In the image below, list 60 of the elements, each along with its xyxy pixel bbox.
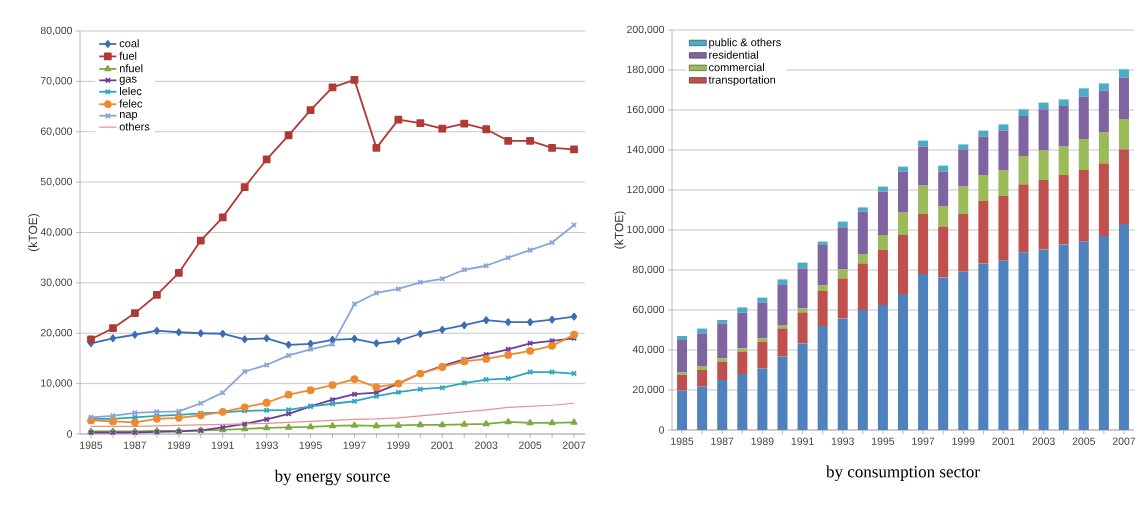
legend-label: transportation <box>708 75 776 86</box>
x-tick-label: 2003 <box>1032 437 1055 445</box>
y-tick-label: 100,000 <box>627 225 665 235</box>
y-tick-label: 30,000 <box>40 278 73 288</box>
x-tick-label: 1987 <box>124 441 147 449</box>
legend-label: commercial <box>709 63 765 72</box>
y-tick-label: 70,000 <box>40 77 73 86</box>
text: by consumption sector <box>826 465 980 481</box>
legend-label: nfuel <box>119 64 143 73</box>
x-tick-label: 1985 <box>80 441 103 449</box>
text: by energy source <box>274 469 390 486</box>
legend-label: coal <box>119 39 139 48</box>
x-tick-label: 2001 <box>992 437 1015 445</box>
x-tick-label: 1993 <box>255 441 278 449</box>
y-tick-label: 80,000 <box>632 265 665 275</box>
y-tick-label: 60,000 <box>632 305 665 315</box>
y-axis-title: (kTOE) <box>28 214 40 251</box>
legend-label: residential <box>709 50 758 59</box>
legend-label: public & others <box>709 38 781 49</box>
y-tick-label: 40,000 <box>40 228 73 237</box>
x-tick-label: 1999 <box>952 437 975 445</box>
x-tick-label: 1997 <box>343 441 366 449</box>
x-tick-label: 2007 <box>562 441 586 449</box>
legend-label: others <box>119 122 150 131</box>
x-tick-label: 2003 <box>475 441 498 449</box>
y-tick-label: 20,000 <box>40 328 73 338</box>
x-tick-label: 1985 <box>671 437 694 445</box>
y-tick-label: 200,000 <box>627 25 665 35</box>
y-tick-label: 0 <box>659 426 665 434</box>
x-tick-label: 1987 <box>711 437 734 445</box>
y-axis-title: (kTOE) <box>614 211 626 249</box>
y-tick-label: 40,000 <box>632 345 665 355</box>
x-tick-label: 1995 <box>299 441 322 449</box>
y-tick-label: 80,000 <box>40 26 73 36</box>
legend-label: lelec <box>119 87 142 96</box>
legend-label: nap <box>119 112 138 121</box>
y-tick-label: 180,000 <box>627 65 665 75</box>
legend-label: fuel <box>119 51 137 60</box>
y-tick-label: 60,000 <box>40 127 73 137</box>
legend-label: gas <box>119 76 137 85</box>
legend-label: felec <box>119 99 143 108</box>
x-tick-label: 2007 <box>1112 437 1136 445</box>
x-tick-label: 1997 <box>912 437 935 445</box>
y-tick-label: 160,000 <box>627 105 665 115</box>
x-tick-label: 2005 <box>518 441 542 449</box>
x-tick-label: 2001 <box>431 441 454 449</box>
x-tick-label: 1995 <box>872 437 895 445</box>
x-tick-label: 1989 <box>751 437 774 445</box>
x-tick-label: 1999 <box>387 441 410 449</box>
x-tick-label: 1989 <box>167 441 190 449</box>
x-tick-label: 2005 <box>1072 437 1096 445</box>
y-tick-label: 50,000 <box>40 177 73 187</box>
y-tick-label: 120,000 <box>627 185 665 195</box>
y-tick-label: 20,000 <box>632 385 665 395</box>
x-tick-label: 1991 <box>791 437 814 445</box>
y-tick-label: 140,000 <box>627 145 665 155</box>
x-tick-label: 1991 <box>211 441 234 449</box>
y-tick-label: 10,000 <box>41 379 73 388</box>
x-tick-label: 1993 <box>831 437 854 445</box>
y-tick-label: 0 <box>67 430 73 438</box>
